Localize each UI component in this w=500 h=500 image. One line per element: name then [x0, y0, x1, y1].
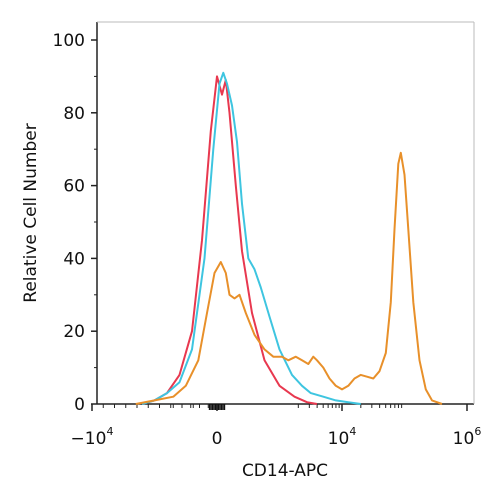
y-axis-ticks: 0 20 40 60 80 100 — [53, 31, 97, 415]
x-tick-label: 0 — [212, 429, 223, 449]
y-tick-label: 20 — [63, 322, 85, 342]
histogram-series-3 — [135, 151, 443, 405]
x-tick-label: −104 — [71, 425, 114, 449]
series-layer — [135, 71, 443, 405]
y-tick-label: 80 — [63, 104, 85, 124]
x-tick-label: 106 — [453, 425, 482, 449]
histogram-series-1 — [141, 75, 318, 405]
histogram-series-2 — [141, 71, 361, 405]
x-tick-label: 104 — [328, 425, 357, 449]
y-tick-label: 100 — [53, 31, 85, 51]
y-tick-label: 40 — [63, 249, 85, 269]
x-axis-ticks: −104 0 104 106 — [71, 404, 482, 449]
x-axis-title: CD14-APC — [242, 461, 328, 481]
y-tick-label: 60 — [63, 177, 85, 197]
y-axis-title: Relative Cell Number — [21, 123, 41, 302]
y-tick-label: 0 — [74, 395, 85, 415]
